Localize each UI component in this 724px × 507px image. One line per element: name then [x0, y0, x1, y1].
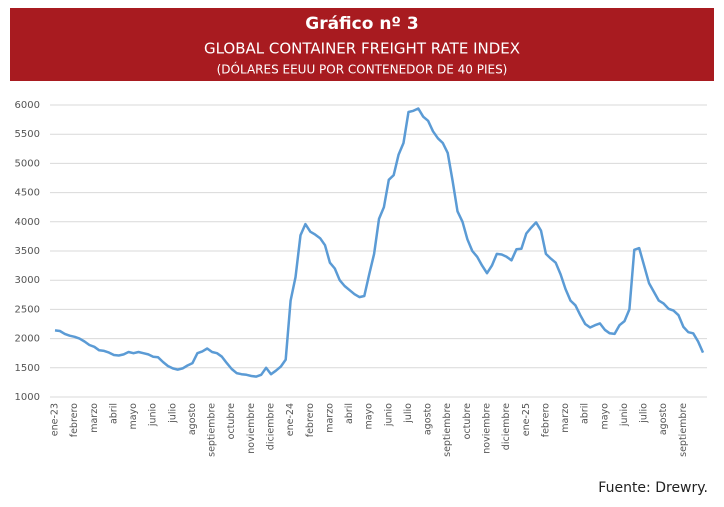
y-tick-label: 3000	[15, 275, 40, 286]
x-tick-label: marzo	[89, 403, 100, 433]
x-tick-label: octubre	[226, 403, 237, 440]
x-tick-label: abril	[108, 403, 119, 424]
x-tick-label: julio	[639, 403, 650, 424]
y-tick-label: 4500	[15, 188, 40, 199]
y-axis-label: (DÓLARES EEUU POR CONTENEDOR DE 40 PIES)	[217, 62, 508, 77]
x-tick-label: septiembre	[442, 403, 453, 457]
x-tick-label: junio	[619, 403, 630, 427]
x-tick-label: julio	[403, 403, 414, 424]
x-tick-label: septiembre	[678, 403, 689, 457]
x-tick-label: noviembre	[246, 403, 257, 454]
x-tick-label: junio	[148, 403, 159, 427]
y-tick-label: 6000	[15, 100, 40, 111]
x-tick-label: septiembre	[207, 403, 218, 457]
x-tick-label: octubre	[462, 403, 473, 440]
line	[54, 107, 705, 378]
x-tick-label: febrero	[69, 403, 80, 437]
chart-subtitle: GLOBAL CONTAINER FREIGHT RATE INDEX	[204, 40, 520, 58]
x-tick-label: febrero	[540, 403, 551, 437]
x-tick-label: marzo	[324, 403, 335, 433]
y-tick-label: 3500	[15, 246, 40, 257]
y-tick-label: 5500	[15, 129, 40, 140]
x-tick-label: marzo	[560, 403, 571, 433]
x-tick-label: agosto	[423, 403, 434, 435]
x-tick-label: mayo	[599, 403, 610, 430]
x-tick-label: ene-25	[521, 403, 532, 436]
y-tick-label: 5000	[15, 158, 40, 169]
x-tick-label: junio	[383, 403, 394, 427]
x-tick-label: abril	[580, 403, 591, 424]
x-tick-label: abril	[344, 403, 355, 424]
x-tick-label: diciembre	[266, 403, 277, 450]
x-tick-label: diciembre	[501, 403, 512, 450]
x-tick-label: agosto	[658, 403, 669, 435]
x-tick-label: ene-24	[285, 403, 296, 436]
y-tick-label: 2500	[15, 304, 40, 315]
x-tick-label: noviembre	[482, 403, 493, 454]
y-tick-label: 2000	[15, 334, 40, 345]
source: Fuente: Drewry.	[598, 480, 708, 496]
y-tick-label: 4000	[15, 217, 40, 228]
chart-title: Gráfico nº 3	[305, 14, 419, 34]
x-tick-label: mayo	[128, 403, 139, 430]
y-tick-label: 1000	[15, 392, 40, 403]
x-tick-label: julio	[167, 403, 178, 424]
x-tick-label: febrero	[305, 403, 316, 437]
x-tick-label: mayo	[364, 403, 375, 430]
x-tick-label: ene-23	[50, 403, 61, 436]
x-tick-label: agosto	[187, 403, 198, 435]
y-tick-label: 1500	[15, 363, 40, 374]
header-band	[10, 8, 714, 81]
